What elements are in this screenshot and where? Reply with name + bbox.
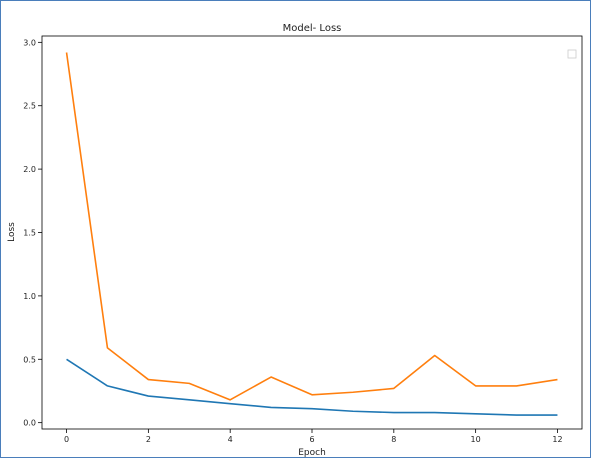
y-tick-label: 1.0 [23, 292, 36, 301]
y-axis-title: Loss [7, 222, 17, 242]
y-tick-label: 2.5 [23, 102, 36, 111]
x-tick-label: 0 [64, 435, 69, 444]
y-axis-ticks: 0.0 0.5 1.0 1.5 2.0 2.5 3.0 [23, 38, 42, 428]
y-tick-label: 0.5 [23, 355, 36, 364]
x-tick-label: 6 [309, 435, 314, 444]
x-tick-label: 4 [228, 435, 233, 444]
y-tick-label: 3.0 [23, 38, 36, 47]
series-lines [65, 52, 558, 416]
chart-title: Model- Loss [283, 23, 342, 34]
x-tick-label: 8 [391, 435, 396, 444]
y-tick-label: 0.0 [23, 419, 36, 428]
x-axis-title: Epoch [298, 448, 326, 458]
x-axis-ticks: 0 2 4 6 8 10 12 [64, 429, 563, 444]
series-line-1 [66, 358, 558, 416]
y-tick-label: 1.5 [23, 229, 36, 238]
series-line-2 [65, 52, 558, 401]
x-tick-label: 10 [471, 435, 481, 444]
x-tick-label: 2 [146, 435, 151, 444]
legend-box [567, 49, 577, 59]
plot-area [41, 35, 583, 430]
y-tick-label: 2.0 [23, 165, 36, 174]
x-tick-label: 12 [552, 435, 562, 444]
